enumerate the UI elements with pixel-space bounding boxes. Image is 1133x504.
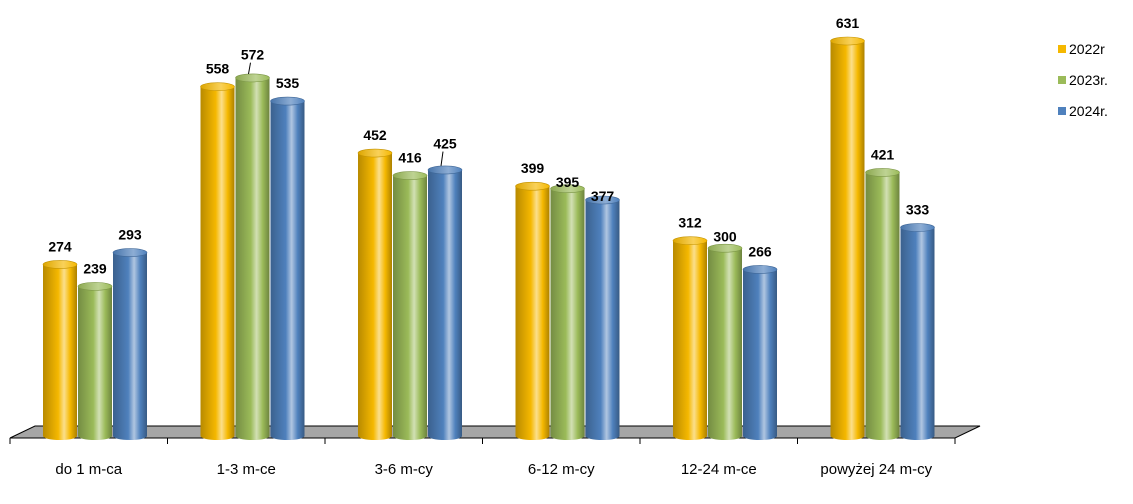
- category-label-1-3-m-ce: 1-3 m-ce: [217, 461, 276, 478]
- legend-swatch: [1058, 45, 1066, 53]
- bar-2022r-12-24-m-ce: [672, 236, 708, 440]
- legend-swatch: [1058, 76, 1066, 84]
- value-leader-line: [440, 151, 444, 167]
- bar-2023r-3-6-m-cy: [392, 171, 428, 441]
- value-label-2024r-12-24-m-ce: 266: [748, 243, 772, 259]
- category-label-do-1-m-ca: do 1 m-ca: [55, 461, 122, 478]
- legend-label: 2023r.: [1069, 72, 1108, 88]
- value-label-2022r-1-3-m-ce: 558: [206, 61, 230, 77]
- bar-2022r-1-3-m-ce: [200, 82, 235, 440]
- value-label-2024r-powy-ej-24-m-cy: 333: [906, 202, 930, 218]
- bar-2024r-12-24-m-ce: [742, 265, 778, 440]
- bar-2024r-powy-ej-24-m-cy: [900, 223, 935, 440]
- category-axis: do 1 m-ca 1-3 m-ce 3-6 m-cy 6-12 m-cy 12-24 …: [55, 461, 932, 478]
- value-label-2022r-3-6-m-cy: 452: [363, 127, 387, 143]
- bar-2023r-1-3-m-ce: [235, 73, 270, 440]
- category-label-powy-ej-24-m-cy: powyżej 24 m-cy: [820, 461, 932, 478]
- bar-2024r-do-1-m-ca: [112, 248, 148, 440]
- bar-2023r-do-1-m-ca: [77, 282, 113, 440]
- value-label-2022r-powy-ej-24-m-cy: 631: [836, 15, 860, 31]
- value-label-2023r-6-12-m-cy: 395: [556, 174, 580, 190]
- legend-swatch: [1058, 107, 1066, 115]
- bar-2024r-3-6-m-cy: [427, 165, 463, 440]
- value-labels: 274 239 293 558 572 535 452 416 425 399 395 377 312 3…: [48, 15, 929, 276]
- legend: 2022r 2023r. 2024r.: [1058, 38, 1108, 131]
- category-label-12-24-m-ce: 12-24 m-ce: [681, 461, 757, 478]
- value-label-2022r-12-24-m-ce: 312: [678, 215, 702, 231]
- legend-item-2023r: 2023r.: [1058, 69, 1108, 91]
- bar-2024r-6-12-m-cy: [585, 195, 620, 440]
- bar-2022r-powy-ej-24-m-cy: [830, 36, 865, 441]
- legend-label: 2024r.: [1069, 103, 1108, 119]
- bar-2023r-powy-ej-24-m-cy: [865, 168, 900, 441]
- bar-2023r-6-12-m-cy: [550, 184, 585, 440]
- bars: [42, 36, 935, 441]
- value-label-2023r-powy-ej-24-m-cy: 421: [871, 146, 895, 162]
- legend-item-2022r: 2022r: [1058, 38, 1108, 60]
- value-label-2022r-do-1-m-ca: 274: [48, 238, 72, 254]
- legend-label: 2022r: [1069, 41, 1105, 57]
- category-label-6-12-m-cy: 6-12 m-cy: [528, 461, 595, 478]
- bar-2023r-12-24-m-ce: [707, 243, 743, 440]
- value-label-2023r-12-24-m-ce: 300: [713, 229, 737, 245]
- value-label-2023r-3-6-m-cy: 416: [398, 150, 422, 166]
- legend-item-2024r: 2024r.: [1058, 100, 1108, 122]
- value-label-2024r-1-3-m-ce: 535: [276, 75, 300, 91]
- bar-2022r-6-12-m-cy: [515, 181, 550, 440]
- value-label-2024r-6-12-m-cy: 377: [591, 188, 615, 204]
- category-label-3-6-m-cy: 3-6 m-cy: [375, 461, 434, 478]
- bar-2022r-do-1-m-ca: [42, 260, 78, 440]
- bar-2024r-1-3-m-ce: [270, 96, 305, 440]
- value-label-2023r-do-1-m-ca: 239: [83, 260, 107, 276]
- value-label-2023r-1-3-m-ce: 572: [241, 47, 265, 63]
- value-label-2024r-do-1-m-ca: 293: [118, 227, 142, 243]
- value-label-2024r-3-6-m-cy: 425: [433, 136, 457, 152]
- bar-2022r-3-6-m-cy: [357, 148, 393, 440]
- value-label-2022r-6-12-m-cy: 399: [521, 160, 545, 176]
- value-leader-line: [248, 62, 251, 75]
